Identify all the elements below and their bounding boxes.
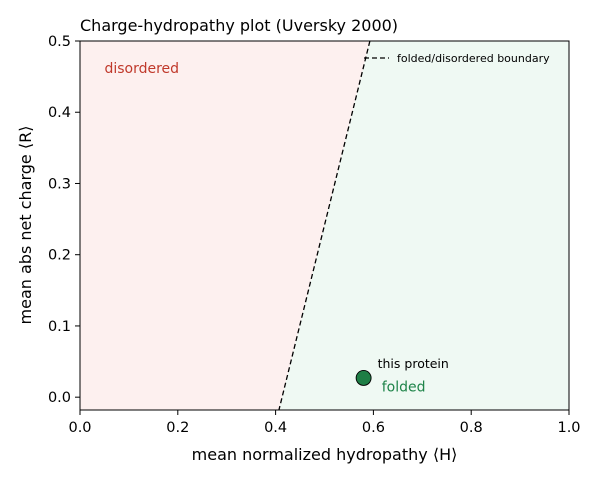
legend-boundary-label: folded/disordered boundary — [397, 52, 550, 65]
x-axis: 0.0 0.2 0.4 0.6 0.8 1.0 — [68, 410, 581, 436]
x-tick-label: 1.0 — [557, 420, 580, 436]
y-tick-label: 0.1 — [48, 319, 71, 335]
x-tick-label: 0.8 — [460, 420, 483, 436]
disordered-region-label: disordered — [104, 61, 179, 77]
data-point-this-protein — [355, 369, 372, 386]
folded-region — [278, 41, 569, 410]
y-tick-label: 0.5 — [48, 34, 71, 50]
data-point-label: this protein — [378, 356, 449, 371]
y-axis: 0.0 0.1 0.2 0.3 0.4 0.5 — [48, 34, 80, 406]
y-tick-label: 0.4 — [48, 105, 71, 121]
x-tick-label: 0.6 — [362, 420, 385, 436]
x-tick-label: 0.2 — [166, 420, 189, 436]
y-tick-label: 0.0 — [48, 390, 71, 406]
x-axis-label: mean normalized hydropathy ⟨H⟩ — [192, 445, 458, 464]
x-tick-label: 0.4 — [264, 420, 287, 436]
folded-region-label: folded — [382, 379, 426, 395]
plot-frame — [79, 40, 570, 411]
y-axis-label: mean abs net charge ⟨R⟩ — [16, 126, 35, 325]
disordered-region — [80, 41, 370, 410]
x-tick-label: 0.0 — [68, 420, 91, 436]
legend: folded/disordered boundary — [364, 52, 550, 65]
chart-title: Charge-hydropathy plot (Uversky 2000) — [80, 16, 398, 35]
boundary-line — [278, 41, 371, 410]
y-tick-label: 0.3 — [48, 176, 71, 192]
y-tick-label: 0.2 — [48, 248, 71, 264]
